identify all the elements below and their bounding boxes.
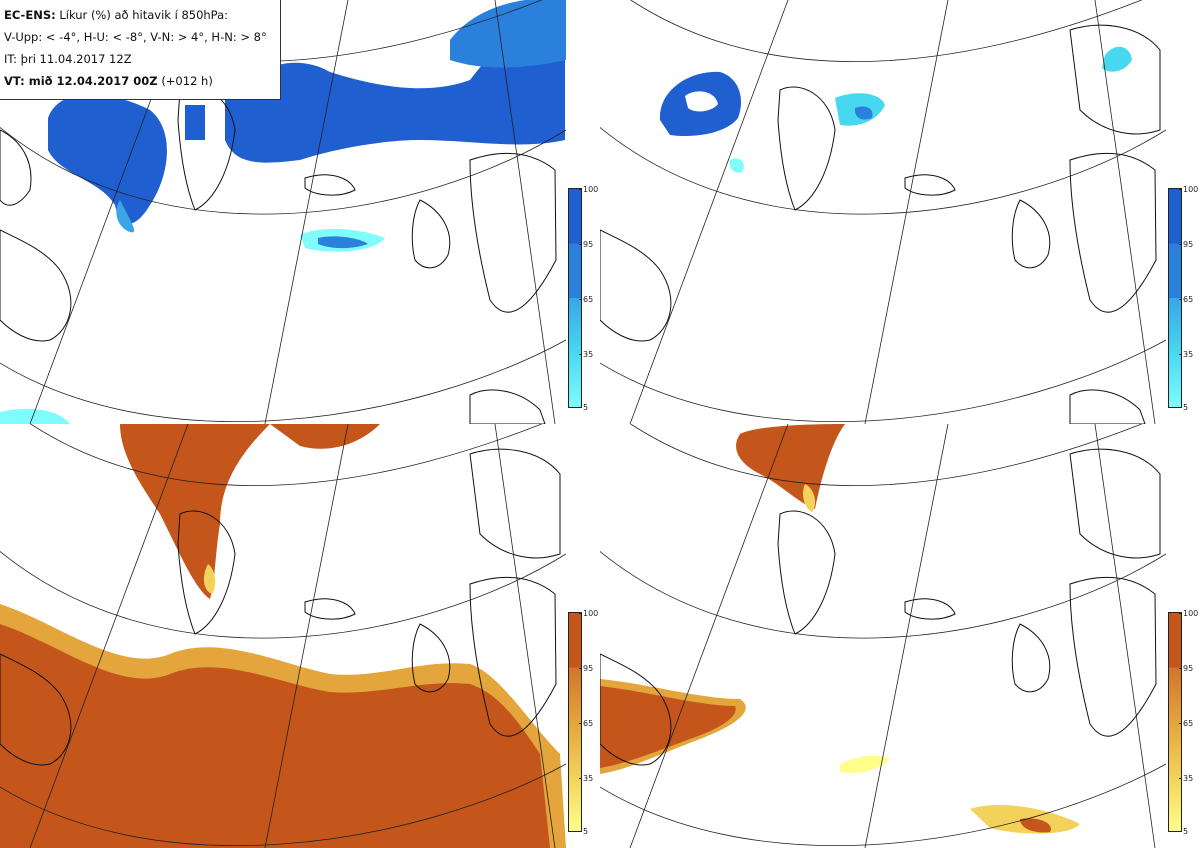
info-description: Líkur (%) að hitavik í 850hPa: bbox=[59, 8, 229, 22]
legend-top-left: 100 95 65 35 5 bbox=[568, 185, 608, 414]
info-lead-time: (+012 h) bbox=[161, 74, 213, 88]
map-bottom-right bbox=[600, 424, 1166, 848]
shading-region bbox=[203, 564, 216, 594]
map-panel-bottom-right bbox=[600, 424, 1166, 848]
legend-bottom-right: 100 95 65 35 5 bbox=[1168, 609, 1200, 838]
graticule bbox=[600, 424, 1166, 848]
graticule bbox=[0, 424, 566, 848]
legend-tick: 35 bbox=[1178, 350, 1194, 359]
legend-tick: 35 bbox=[578, 774, 594, 783]
shading-region bbox=[318, 236, 368, 249]
legend-tick: 5 bbox=[578, 403, 589, 412]
legend-tick: 100 bbox=[578, 185, 599, 194]
legend-tick: 35 bbox=[578, 350, 594, 359]
legend-tick: 65 bbox=[1178, 295, 1194, 304]
map-panel-top-left: EC-ENS: Líkur (%) að hitavik í 850hPa: V… bbox=[0, 0, 566, 424]
legend-tick: 100 bbox=[1178, 185, 1199, 194]
shading-region bbox=[116, 200, 135, 233]
shading-region bbox=[0, 408, 70, 424]
colorbar-cold bbox=[1168, 188, 1182, 408]
shading-region bbox=[48, 94, 167, 224]
coastlines bbox=[0, 86, 557, 424]
shading-region bbox=[729, 158, 744, 173]
legend-tick: 95 bbox=[578, 240, 594, 249]
legend-tick: 65 bbox=[1178, 719, 1194, 728]
legend-tick: 100 bbox=[1178, 609, 1199, 618]
model-name: EC-ENS: bbox=[4, 8, 56, 22]
colorbar-cold bbox=[568, 188, 582, 408]
shading-region bbox=[854, 106, 873, 120]
shading-region bbox=[225, 18, 565, 163]
shading-region bbox=[840, 755, 890, 774]
map-top-left bbox=[0, 0, 566, 424]
map-bottom-left bbox=[0, 424, 566, 848]
map-panel-bottom-left bbox=[0, 424, 566, 848]
info-thresholds: V-Upp: < -4°, H-U: < -8°, V-N: > 4°, H-N… bbox=[4, 30, 267, 44]
legend-tick: 35 bbox=[1178, 774, 1194, 783]
shading-region bbox=[600, 686, 736, 768]
shading-region bbox=[450, 0, 566, 68]
info-box: EC-ENS: Líkur (%) að hitavik í 850hPa: V… bbox=[0, 0, 281, 100]
legend-bottom-left: 100 95 65 35 5 bbox=[568, 609, 608, 838]
graticule bbox=[600, 0, 1166, 424]
coastlines bbox=[600, 24, 1161, 424]
legend-tick: 65 bbox=[578, 295, 594, 304]
colorbar-warm bbox=[1168, 612, 1182, 832]
colorbar-warm bbox=[568, 612, 582, 832]
map-panel-top-right bbox=[600, 0, 1166, 424]
legend-tick: 5 bbox=[1178, 403, 1189, 412]
legend-tick: 95 bbox=[1178, 240, 1194, 249]
legend-tick: 65 bbox=[578, 719, 594, 728]
legend-tick: 95 bbox=[1178, 664, 1194, 673]
coastlines bbox=[0, 448, 561, 766]
shading-region bbox=[1102, 46, 1132, 72]
legend-tick: 5 bbox=[578, 827, 589, 836]
info-init-time: IT: þri 11.04.2017 12Z bbox=[4, 52, 132, 66]
shading-region bbox=[185, 105, 205, 140]
shading-region bbox=[802, 484, 816, 512]
legend-tick: 5 bbox=[1178, 827, 1189, 836]
shading-region bbox=[270, 424, 380, 449]
legend-tick: 95 bbox=[578, 664, 594, 673]
legend-tick: 100 bbox=[578, 609, 599, 618]
coastlines bbox=[600, 448, 1161, 766]
map-top-right bbox=[600, 0, 1166, 424]
shading-region bbox=[685, 91, 718, 112]
shading-region bbox=[736, 424, 845, 509]
shading-region bbox=[0, 624, 550, 848]
graticule bbox=[0, 0, 566, 424]
info-valid-time: VT: mið 12.04.2017 00Z bbox=[4, 74, 158, 88]
shading-region bbox=[1020, 818, 1051, 833]
legend-top-right: 100 95 65 35 5 bbox=[1168, 185, 1200, 414]
